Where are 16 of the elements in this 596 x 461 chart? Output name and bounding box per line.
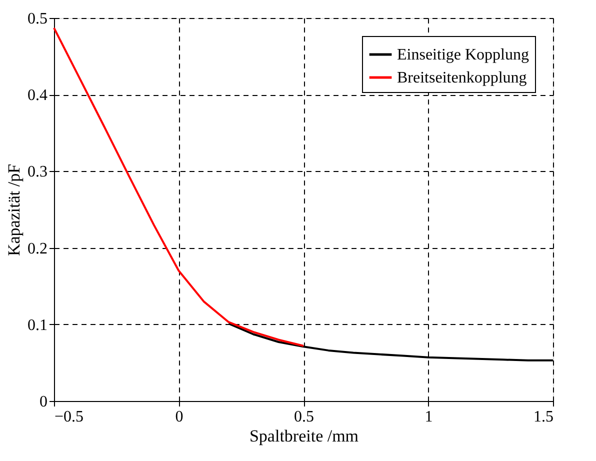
- y-tick-label: 0.4: [28, 87, 48, 104]
- legend-label: Breitseitenkopplung: [397, 70, 527, 86]
- line-series: [53, 26, 304, 347]
- y-tick-label: 0: [40, 394, 48, 410]
- x-tick-label: −0.5: [54, 408, 84, 426]
- x-axis-title: Spaltbreite /mm: [249, 426, 359, 446]
- x-tick-label: 0.5: [294, 408, 314, 426]
- y-tick-label: 0.5: [28, 10, 48, 28]
- y-tick-label: 0.1: [28, 316, 48, 334]
- x-tick-label: 1: [424, 408, 433, 426]
- y-axis-title: Kapazität /pF: [4, 164, 24, 256]
- x-tick-label: 1.5: [534, 408, 554, 426]
- x-tick-label: 0: [175, 408, 184, 426]
- y-tick-label: 0.2: [28, 240, 48, 258]
- y-tick-label: 0.3: [28, 164, 48, 181]
- legend-label: Einseitige Kopplung: [397, 46, 529, 64]
